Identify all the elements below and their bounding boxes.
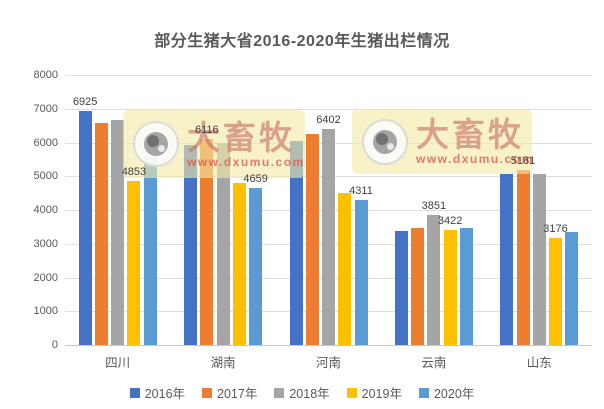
bar-2019年-河南	[338, 193, 352, 345]
legend-item-2016年: 2016年	[129, 383, 186, 402]
eye-pupil	[147, 135, 159, 147]
bar-data-label: 6116	[195, 123, 219, 136]
legend-label: 2017年	[217, 387, 258, 401]
x-axis-label-河南: 河南	[315, 356, 341, 370]
y-axis-tick-label: 4000	[33, 204, 58, 216]
bar-2020年-四川	[143, 156, 157, 345]
watermark-url: www.dxumu.com	[187, 154, 305, 169]
eye-iris	[373, 129, 397, 154]
bar-2018年-湖南	[216, 142, 230, 345]
bar-data-label: 3422	[437, 214, 463, 227]
watermark-brand: 大畜牧	[187, 118, 295, 156]
watermark-brand: 大畜牧	[416, 116, 524, 153]
y-axis-tick-label: 5000	[33, 170, 58, 183]
bar-data-label: 4659	[243, 172, 268, 185]
y-axis-tick-label: 3000	[33, 237, 58, 250]
eye-pupil	[376, 132, 388, 145]
bar-2019年-云南	[443, 229, 457, 345]
bar-2019年-四川	[127, 181, 141, 345]
bar-data-label: 5181	[510, 155, 536, 168]
legend: 2016年 2017年 2018年 2019年 2020年	[0, 383, 604, 402]
x-axis-label-山东: 山东	[526, 356, 552, 370]
bar-data-label: 6402	[316, 113, 341, 126]
gridline	[65, 75, 592, 76]
watermark: 大畜牧 www.dxumu.com	[123, 110, 305, 178]
legend-swatch	[274, 387, 285, 398]
bar-2017年-四川	[94, 122, 108, 345]
bar-2020年-河南	[354, 199, 368, 345]
bar-2017年-山东	[516, 170, 530, 345]
y-axis-tick-label: 0	[51, 339, 58, 351]
legend-item-2019年: 2019年	[346, 383, 402, 402]
watermark-url: www.dxumu.com	[416, 152, 534, 166]
legend-item-2017年: 2017年	[202, 383, 257, 402]
bar-2018年-山东	[532, 173, 546, 345]
eye-icon	[133, 121, 179, 167]
x-axis-label-四川: 四川	[105, 356, 131, 370]
bar-2016年-湖南	[184, 144, 198, 345]
bar-data-label: 6925	[72, 96, 98, 109]
legend-item-2018年: 2018年	[274, 383, 330, 402]
bar-data-label: 4311	[349, 184, 373, 197]
legend-swatch	[418, 387, 429, 398]
y-axis-tick-label: 7000	[33, 102, 58, 115]
y-axis-tick-label: 6000	[33, 136, 58, 149]
gridline	[65, 345, 592, 346]
eye-iris	[144, 132, 168, 156]
bar-2016年-山东	[500, 173, 514, 345]
bar-2017年-云南	[411, 227, 425, 345]
bar-2016年-云南	[394, 230, 408, 345]
y-axis-tick-label: 8000	[33, 69, 58, 81]
legend-item-2020年: 2020年	[418, 383, 475, 402]
bar-2016年-四川	[78, 111, 92, 345]
y-axis-tick-label: 1000	[33, 305, 58, 318]
x-axis-label-湖南: 湖南	[210, 356, 236, 370]
bar-2017年-河南	[305, 134, 319, 345]
bar-2018年-河南	[322, 128, 335, 345]
y-axis-tick-label: 2000	[33, 271, 58, 284]
bar-2019年-山东	[549, 237, 563, 345]
bar-2020年-云南	[459, 228, 473, 345]
eye-glint	[387, 142, 394, 150]
bar-2018年-云南	[427, 215, 441, 345]
gridline	[65, 108, 592, 110]
bar-data-label: 3851	[421, 200, 447, 213]
legend-label: 2020年	[433, 387, 475, 401]
watermark: 大畜牧 www.dxumu.com	[352, 109, 532, 174]
bar-2020年-山东	[565, 231, 579, 345]
eye-icon	[362, 118, 408, 165]
legend-swatch	[346, 387, 357, 398]
bar-data-label: 3176	[543, 222, 568, 235]
eye-glint	[158, 145, 165, 152]
legend-label: 2019年	[361, 387, 402, 401]
x-axis-label-云南: 云南	[421, 356, 447, 370]
legend-label: 2018年	[289, 387, 330, 401]
legend-label: 2016年	[144, 387, 186, 401]
bar-data-label: 4853	[121, 166, 147, 179]
chart-title: 部分生猪大省2016-2020年生猪出栏情况	[154, 33, 450, 50]
bar-2019年-湖南	[232, 182, 246, 345]
bar-2016年-河南	[289, 141, 303, 345]
bar-2017年-湖南	[200, 138, 214, 345]
legend-swatch	[202, 387, 213, 398]
bar-2018年-四川	[111, 120, 125, 345]
legend-swatch	[129, 387, 140, 398]
bar-2020年-湖南	[249, 187, 263, 345]
